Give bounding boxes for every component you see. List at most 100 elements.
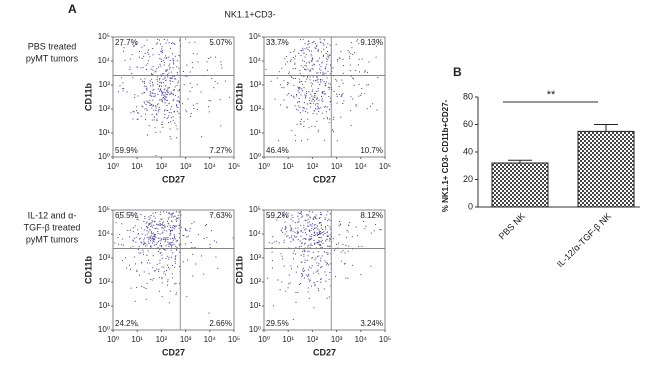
event-dot bbox=[316, 77, 318, 79]
event-dot bbox=[365, 225, 367, 227]
event-dot bbox=[324, 39, 326, 41]
event-dot bbox=[340, 51, 342, 53]
event-dot bbox=[327, 51, 328, 52]
event-dot bbox=[314, 64, 315, 66]
event-dot bbox=[149, 262, 151, 264]
event-dot bbox=[324, 233, 326, 234]
event-dot bbox=[176, 225, 178, 227]
event-dot bbox=[295, 68, 296, 70]
event-dot bbox=[329, 83, 331, 85]
event-dot bbox=[154, 71, 156, 73]
event-dot bbox=[165, 71, 167, 72]
event-dot bbox=[320, 267, 322, 269]
event-dot bbox=[185, 109, 187, 111]
event-dot bbox=[172, 80, 174, 82]
event-dot bbox=[303, 255, 305, 257]
event-dot bbox=[140, 78, 142, 80]
event-dot bbox=[151, 222, 153, 224]
event-dot bbox=[300, 118, 302, 120]
event-dot bbox=[307, 273, 309, 275]
event-dot bbox=[308, 266, 310, 268]
event-dot bbox=[158, 86, 160, 87]
event-dot bbox=[144, 92, 145, 93]
event-dot bbox=[355, 70, 357, 71]
event-dot bbox=[314, 285, 316, 287]
event-dot bbox=[340, 116, 342, 118]
event-dot bbox=[161, 277, 163, 278]
event-dot bbox=[296, 95, 298, 97]
event-dot bbox=[350, 125, 352, 126]
event-dot bbox=[170, 214, 172, 216]
event-dot bbox=[329, 73, 331, 75]
event-dot bbox=[313, 235, 315, 236]
event-dot bbox=[296, 94, 297, 95]
event-dot bbox=[166, 211, 168, 213]
event-dot bbox=[296, 123, 298, 125]
event-dot bbox=[167, 220, 168, 222]
event-dot bbox=[322, 91, 324, 93]
event-dot bbox=[294, 58, 296, 60]
event-dot bbox=[324, 219, 326, 220]
event-dot bbox=[297, 101, 298, 103]
event-dot bbox=[311, 50, 312, 52]
quadrant-percent: 29.5% bbox=[266, 319, 289, 328]
y-tick-label: 10⁴ bbox=[249, 56, 262, 65]
event-dot bbox=[323, 48, 325, 50]
event-dot bbox=[316, 281, 318, 282]
event-dot bbox=[161, 123, 163, 125]
event-dot bbox=[172, 76, 174, 78]
event-dot bbox=[315, 90, 317, 92]
event-dot bbox=[275, 240, 277, 242]
event-dot bbox=[308, 214, 310, 216]
event-dot bbox=[176, 72, 178, 73]
event-dot bbox=[190, 112, 192, 114]
event-dot bbox=[321, 98, 323, 100]
event-dot bbox=[157, 104, 159, 106]
event-dot bbox=[166, 89, 168, 91]
event-dot bbox=[164, 99, 166, 101]
event-dot bbox=[164, 78, 166, 80]
event-dot bbox=[168, 258, 170, 260]
event-dot bbox=[322, 243, 324, 244]
event-dot bbox=[326, 116, 328, 118]
event-dot bbox=[157, 93, 159, 95]
event-dot bbox=[221, 67, 223, 69]
event-dot bbox=[175, 78, 177, 80]
event-dot bbox=[322, 73, 324, 75]
event-dot bbox=[133, 240, 134, 242]
event-dot bbox=[306, 214, 308, 216]
event-dot bbox=[320, 81, 321, 83]
event-dot bbox=[309, 79, 311, 81]
event-dot bbox=[344, 262, 346, 264]
event-dot bbox=[305, 96, 307, 98]
event-dot bbox=[299, 87, 301, 89]
event-dot bbox=[140, 115, 142, 117]
event-dot bbox=[172, 224, 174, 226]
event-dot bbox=[289, 282, 291, 284]
event-dot bbox=[316, 97, 318, 99]
event-dot bbox=[315, 93, 316, 95]
bar bbox=[577, 130, 635, 208]
event-dot bbox=[307, 41, 309, 42]
event-dot bbox=[293, 51, 295, 53]
event-dot bbox=[144, 102, 146, 104]
event-dot bbox=[380, 229, 382, 231]
event-dot bbox=[161, 218, 163, 220]
event-dot bbox=[170, 108, 172, 110]
event-dot bbox=[327, 56, 329, 58]
event-dot bbox=[319, 222, 321, 223]
event-dot bbox=[313, 40, 315, 42]
event-dot bbox=[172, 94, 174, 96]
event-dot bbox=[307, 246, 309, 248]
event-dot bbox=[165, 245, 167, 247]
event-dot bbox=[167, 264, 169, 266]
event-dot bbox=[146, 283, 148, 284]
event-dot bbox=[164, 61, 166, 63]
event-dot bbox=[183, 235, 185, 237]
event-dot bbox=[307, 225, 309, 227]
event-dot bbox=[283, 80, 285, 82]
event-dot bbox=[305, 54, 307, 56]
event-dot bbox=[326, 264, 328, 266]
event-dot bbox=[338, 57, 340, 59]
event-dot bbox=[174, 260, 176, 262]
